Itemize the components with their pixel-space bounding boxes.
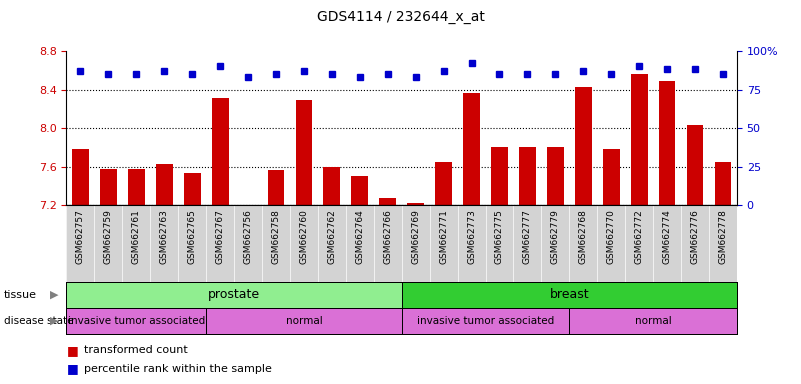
Bar — [519, 147, 536, 205]
Text: GSM662761: GSM662761 — [132, 209, 141, 264]
Text: GSM662760: GSM662760 — [300, 209, 308, 264]
Text: normal: normal — [634, 316, 671, 326]
Text: GSM662776: GSM662776 — [690, 209, 699, 264]
Text: GSM662778: GSM662778 — [718, 209, 727, 264]
Text: GSM662777: GSM662777 — [523, 209, 532, 264]
Text: GSM662770: GSM662770 — [606, 209, 616, 264]
Bar — [402, 308, 570, 334]
Text: GSM662769: GSM662769 — [411, 209, 421, 264]
Bar — [491, 147, 508, 205]
Text: invasive tumor associated: invasive tumor associated — [417, 316, 554, 326]
Bar — [603, 149, 620, 205]
Bar — [211, 98, 228, 205]
Text: transformed count: transformed count — [84, 345, 188, 355]
Text: normal: normal — [285, 316, 322, 326]
Bar — [547, 147, 564, 205]
Bar — [268, 170, 284, 205]
Bar — [156, 164, 173, 205]
Bar — [324, 167, 340, 205]
Text: GSM662758: GSM662758 — [272, 209, 280, 264]
Bar — [380, 198, 396, 205]
Text: GSM662757: GSM662757 — [76, 209, 85, 264]
Text: prostate: prostate — [208, 288, 260, 301]
Bar — [206, 308, 402, 334]
Text: GSM662756: GSM662756 — [244, 209, 252, 264]
Text: ▶: ▶ — [50, 316, 58, 326]
Text: ■: ■ — [66, 344, 78, 357]
Bar — [435, 162, 452, 205]
Bar — [296, 101, 312, 205]
Text: GSM662771: GSM662771 — [439, 209, 448, 264]
Bar — [128, 169, 145, 205]
Text: GSM662768: GSM662768 — [579, 209, 588, 264]
Bar — [183, 173, 200, 205]
Bar — [714, 162, 731, 205]
Text: GSM662759: GSM662759 — [104, 209, 113, 264]
Text: breast: breast — [549, 288, 589, 301]
Text: GSM662775: GSM662775 — [495, 209, 504, 264]
Text: invasive tumor associated: invasive tumor associated — [68, 316, 205, 326]
Bar — [570, 308, 737, 334]
Text: GSM662774: GSM662774 — [662, 209, 671, 264]
Bar — [66, 282, 402, 308]
Text: GSM662765: GSM662765 — [187, 209, 197, 264]
Bar — [575, 87, 592, 205]
Text: GSM662779: GSM662779 — [551, 209, 560, 264]
Text: ■: ■ — [66, 362, 78, 375]
Bar — [686, 126, 703, 205]
Bar — [407, 203, 424, 205]
Text: GSM662772: GSM662772 — [634, 209, 644, 264]
Text: GSM662773: GSM662773 — [467, 209, 476, 264]
Text: ▶: ▶ — [50, 290, 58, 300]
Bar — [72, 149, 89, 205]
Bar — [463, 93, 480, 205]
Text: GDS4114 / 232644_x_at: GDS4114 / 232644_x_at — [316, 10, 485, 23]
Bar — [66, 308, 206, 334]
Text: percentile rank within the sample: percentile rank within the sample — [84, 364, 272, 374]
Text: GSM662764: GSM662764 — [356, 209, 364, 264]
Text: GSM662767: GSM662767 — [215, 209, 224, 264]
Bar — [352, 176, 368, 205]
Bar — [402, 282, 737, 308]
Text: GSM662766: GSM662766 — [383, 209, 392, 264]
Text: disease state: disease state — [4, 316, 74, 326]
Text: tissue: tissue — [4, 290, 37, 300]
Bar — [630, 73, 647, 205]
Bar — [658, 81, 675, 205]
Text: GSM662763: GSM662763 — [159, 209, 169, 264]
Bar — [100, 169, 117, 205]
Text: GSM662762: GSM662762 — [328, 209, 336, 264]
